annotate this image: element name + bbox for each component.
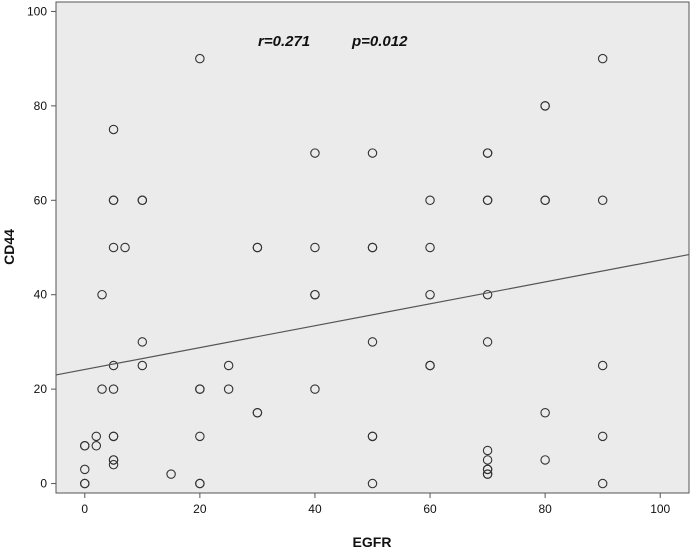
data-point xyxy=(195,431,205,442)
data-point xyxy=(482,195,493,206)
data-point xyxy=(482,464,493,475)
data-point xyxy=(108,455,119,465)
data-point xyxy=(108,242,119,253)
data-point xyxy=(137,195,148,206)
data-point xyxy=(252,242,263,253)
data-point xyxy=(482,148,493,158)
data-point xyxy=(482,469,493,479)
data-point xyxy=(597,478,608,489)
y-tick-label: 20 xyxy=(34,382,48,396)
data-point xyxy=(540,407,550,418)
data-point xyxy=(482,289,493,300)
data-point xyxy=(137,360,148,371)
data-point xyxy=(425,195,435,206)
data-point xyxy=(597,431,608,442)
data-point xyxy=(540,101,550,111)
x-tick-label: 60 xyxy=(423,502,437,516)
data-point xyxy=(91,431,102,442)
data-point xyxy=(367,242,378,253)
p-annotation: p=0.012 xyxy=(351,33,408,50)
data-point xyxy=(108,124,119,135)
data-point xyxy=(223,384,234,394)
data-point xyxy=(166,469,176,479)
x-tick-label: 20 xyxy=(193,502,207,516)
r-annotation: r=0.271 xyxy=(258,33,310,50)
y-tick-label: 100 xyxy=(27,4,47,18)
data-point xyxy=(597,53,608,64)
data-point xyxy=(310,148,320,158)
data-point xyxy=(367,431,378,442)
data-point xyxy=(597,360,608,371)
data-point xyxy=(597,195,608,206)
data-point xyxy=(108,195,119,206)
y-axis: 0 20 40 60 80 100 xyxy=(27,4,56,491)
data-point xyxy=(120,242,130,253)
y-tick-label: 40 xyxy=(34,288,48,302)
data-point xyxy=(482,445,493,456)
data-point xyxy=(80,441,90,451)
data-point xyxy=(367,148,378,158)
data-point xyxy=(91,441,102,451)
data-point xyxy=(80,478,90,489)
data-point xyxy=(425,242,435,253)
y-tick-label: 80 xyxy=(34,99,48,113)
data-point xyxy=(482,455,493,465)
data-point xyxy=(195,384,205,394)
y-tick-label: 0 xyxy=(40,477,47,491)
data-point xyxy=(482,337,493,347)
x-tick-label: 100 xyxy=(650,502,670,516)
data-point xyxy=(223,360,234,371)
regression-line xyxy=(55,253,690,376)
data-point xyxy=(195,53,205,64)
y-axis-title: CD44 xyxy=(1,229,17,265)
data-point xyxy=(310,384,320,394)
data-point xyxy=(108,360,119,371)
data-point xyxy=(367,478,378,489)
y-tick-label: 60 xyxy=(34,193,48,207)
data-point xyxy=(108,431,119,442)
data-point xyxy=(540,455,550,465)
x-tick-label: 0 xyxy=(81,502,88,516)
x-axis-title: EGFR xyxy=(353,534,392,550)
data-point xyxy=(80,464,90,475)
data-point xyxy=(310,289,320,300)
data-point xyxy=(108,384,119,394)
data-point xyxy=(137,337,148,347)
data-point xyxy=(425,360,435,371)
data-point xyxy=(425,289,435,300)
data-point xyxy=(540,195,550,206)
x-axis: 0 20 40 60 80 100 xyxy=(81,493,671,516)
data-point xyxy=(97,384,107,394)
data-point xyxy=(108,459,119,470)
data-point xyxy=(252,407,263,418)
data-point xyxy=(310,242,320,253)
plot-background xyxy=(55,1,690,494)
data-point xyxy=(97,289,107,300)
x-tick-label: 80 xyxy=(538,502,552,516)
data-point xyxy=(367,337,378,347)
x-tick-label: 40 xyxy=(308,502,322,516)
data-point xyxy=(195,478,205,489)
data-points xyxy=(80,53,608,489)
